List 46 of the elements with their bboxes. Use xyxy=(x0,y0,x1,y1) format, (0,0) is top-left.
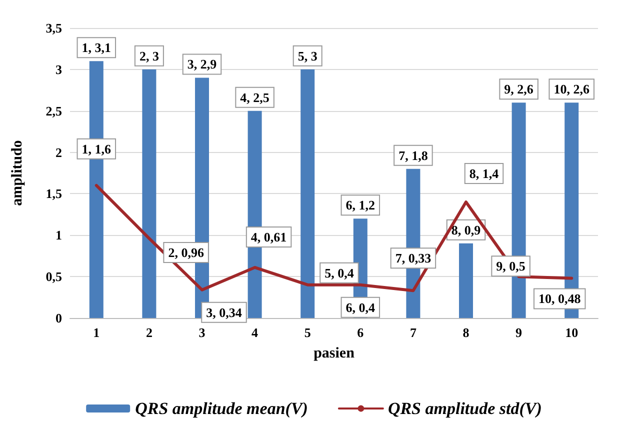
data-label: 5, 3 xyxy=(298,48,318,64)
data-label: 1, 1,6 xyxy=(82,141,112,156)
data-label: 4, 2,5 xyxy=(240,90,270,105)
data-label: 6, 0,4 xyxy=(346,300,376,315)
y-tick-label: 2 xyxy=(56,144,62,160)
line-series xyxy=(94,184,574,292)
x-tick-label: 1 xyxy=(93,325,100,340)
data-label: 9, 0,5 xyxy=(496,258,526,274)
data-label: 10, 0,48 xyxy=(538,291,582,306)
x-tick-label: 7 xyxy=(410,325,417,340)
x-tick-label: 5 xyxy=(304,325,312,340)
legend-label: QRS amplitude mean(V) xyxy=(135,399,308,418)
data-label: 2, 0,96 xyxy=(168,244,204,260)
data-label: 5, 0,4 xyxy=(324,265,354,280)
bar xyxy=(300,69,315,318)
data-label: 6, 1,2 xyxy=(346,198,376,213)
x-axis-title: pasien xyxy=(314,346,356,362)
y-axis-title: amplitudo xyxy=(10,140,26,206)
data-label: 2, 3 xyxy=(139,48,160,64)
y-tick-label: 0,5 xyxy=(46,269,62,284)
y-tick-label: 1,5 xyxy=(46,186,62,202)
data-label: 4, 0,61 xyxy=(250,229,287,244)
data-label: 7, 1,8 xyxy=(398,148,428,163)
x-tick-label: 4 xyxy=(252,325,259,340)
y-tick-label: 3 xyxy=(56,62,62,77)
x-tick-label: 9 xyxy=(516,325,523,340)
x-tick-label: 3 xyxy=(198,325,206,340)
y-tick-label: 3,5 xyxy=(46,20,62,36)
data-label: 3, 0,34 xyxy=(206,304,242,320)
legend-label: QRS amplitude std(V) xyxy=(388,399,542,418)
data-label: 8, 0,9 xyxy=(451,222,482,238)
bar xyxy=(459,243,473,318)
bar xyxy=(142,69,156,318)
x-tick-label: 10 xyxy=(565,325,578,340)
data-label: 9, 2,6 xyxy=(504,82,534,97)
x-tick-label: 2 xyxy=(146,325,152,340)
data-label: 10, 2,6 xyxy=(554,82,590,97)
data-label: 3, 2,9 xyxy=(187,56,218,72)
data-label: 7, 0,33 xyxy=(395,250,432,266)
y-tick-label: 1 xyxy=(56,228,62,243)
x-tick-label: 8 xyxy=(462,325,470,340)
data-label: 8, 1,4 xyxy=(469,166,500,181)
y-tick-label: 2,5 xyxy=(46,103,62,118)
y-tick-label: 0 xyxy=(56,310,62,326)
x-tick-label: 6 xyxy=(357,325,364,340)
data-label: 1, 3,1 xyxy=(82,40,112,56)
